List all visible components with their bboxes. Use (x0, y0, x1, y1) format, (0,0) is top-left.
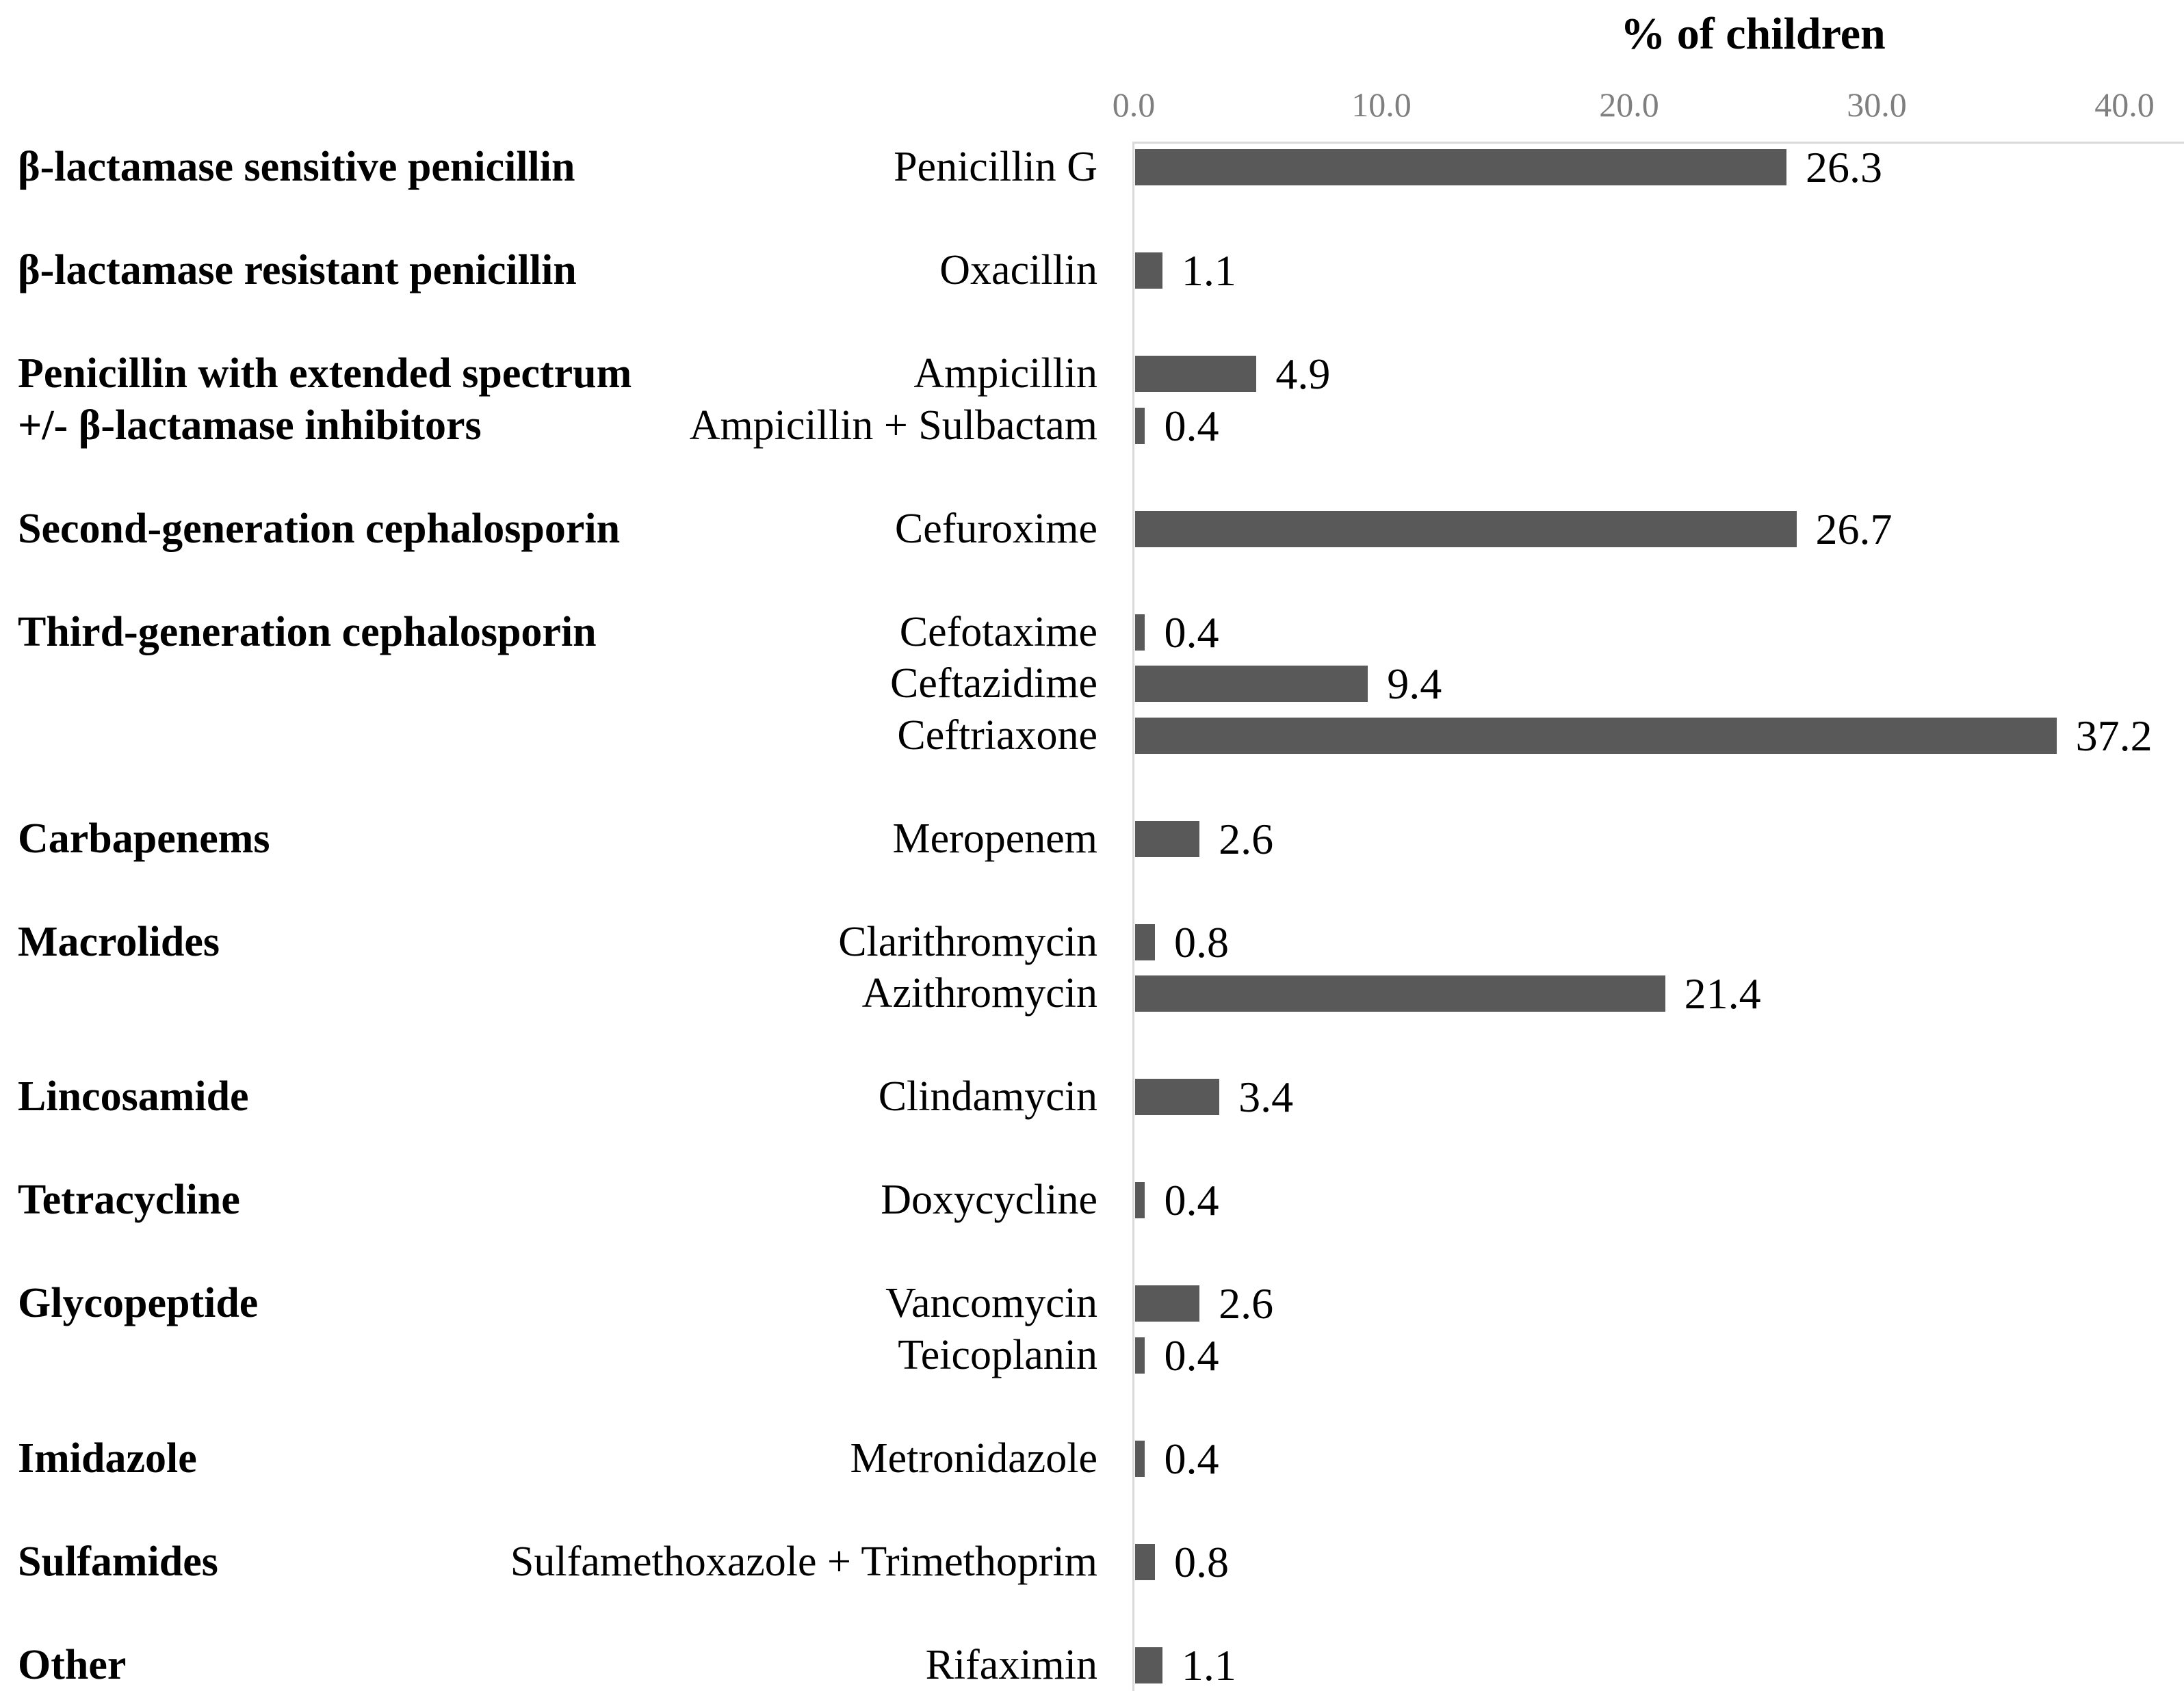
x-axis-tick-label: 20.0 (1599, 86, 1659, 124)
drug-label: Oxacillin (939, 247, 1097, 293)
group-label: Lincosamide (18, 1073, 249, 1120)
plot-top-border-line (1132, 142, 2184, 144)
bar-value-label: 4.9 (1275, 350, 1331, 398)
bar-value-label: 0.4 (1164, 1176, 1219, 1224)
drug-label: Metronidazole (850, 1434, 1097, 1482)
bar (1135, 407, 1145, 444)
group-label: β-lactamase resistant penicillin (18, 247, 577, 293)
bar (1135, 1182, 1145, 1219)
drug-label: Ampicillin + Sulbactam (689, 402, 1097, 449)
drug-label: Meropenem (892, 815, 1097, 862)
bar (1135, 1543, 1155, 1580)
bar-value-label: 1.1 (1181, 1640, 1236, 1690)
bar (1135, 356, 1257, 393)
drug-label: Clarithromycin (838, 918, 1097, 965)
drug-label: Rifaximin (925, 1641, 1097, 1688)
group-label: Second-generation cephalosporin (18, 505, 621, 552)
bar-value-label: 0.4 (1164, 401, 1219, 450)
drug-label: Penicillin G (894, 144, 1097, 190)
drug-label: Doxycycline (881, 1177, 1097, 1223)
bar-value-label: 21.4 (1684, 969, 1761, 1018)
bar-value-label: 37.2 (2075, 711, 2153, 760)
bar-value-label: 0.8 (1173, 1537, 1229, 1586)
bar-value-label: 0.8 (1173, 917, 1229, 967)
drug-label: Ceftriaxone (897, 711, 1097, 759)
bar-value-label: 2.6 (1219, 1279, 1274, 1328)
bar (1135, 666, 1368, 703)
drug-label: Ceftazidime (890, 660, 1097, 707)
group-label: Macrolides (18, 918, 220, 965)
bar (1135, 1337, 1145, 1374)
bar-value-label: 0.4 (1164, 1331, 1219, 1380)
group-label: Other (18, 1641, 127, 1688)
group-label: Penicillin with extended spectrum +/- β-… (18, 350, 632, 449)
bar (1135, 1285, 1200, 1322)
group-label: Third-generation cephalosporin (18, 608, 597, 655)
bar (1135, 252, 1162, 289)
drug-label: Clindamycin (878, 1073, 1097, 1120)
bar-value-label: 0.4 (1164, 1434, 1219, 1483)
bar (1135, 510, 1797, 547)
x-axis-tick-label: 0.0 (1112, 86, 1156, 124)
group-label: Imidazole (18, 1434, 197, 1482)
bar-value-label: 26.3 (1806, 143, 1883, 192)
bar-value-label: 2.6 (1219, 814, 1274, 863)
drug-label: Cefotaxime (899, 608, 1097, 655)
group-label: Glycopeptide (18, 1280, 259, 1326)
drug-label: Teicoplanin (898, 1331, 1097, 1378)
x-axis-tick-label: 40.0 (2094, 86, 2155, 124)
bar (1135, 1440, 1145, 1477)
bar (1135, 820, 1200, 857)
drug-label: Vancomycin (885, 1280, 1097, 1326)
bar (1135, 975, 1665, 1012)
bar (1135, 1647, 1162, 1683)
bar (1135, 923, 1155, 960)
drug-label: Ampicillin (913, 350, 1097, 397)
bar (1135, 1079, 1220, 1116)
y-axis-line (1132, 142, 1134, 1691)
bar (1135, 614, 1145, 651)
bar-value-label: 26.7 (1815, 504, 1893, 553)
group-label: Sulfamides (18, 1538, 218, 1585)
bar (1135, 717, 2057, 754)
x-axis-tick-label: 10.0 (1351, 86, 1412, 124)
bar-value-label: 9.4 (1387, 659, 1442, 708)
drug-label: Cefuroxime (894, 505, 1097, 552)
group-label: Tetracycline (18, 1177, 240, 1223)
bar-value-label: 0.4 (1164, 607, 1219, 657)
group-label: Carbapenems (18, 815, 270, 862)
chart-title: % of children (1620, 9, 1886, 59)
bar-value-label: 1.1 (1181, 246, 1236, 295)
x-axis-tick-label: 30.0 (1847, 86, 1907, 124)
bar (1135, 149, 1787, 186)
group-label: β-lactamase sensitive penicillin (18, 144, 575, 190)
drug-label: Sulfamethoxazole + Trimethoprim (510, 1538, 1097, 1585)
bar-value-label: 3.4 (1238, 1073, 1294, 1121)
drug-label: Azithromycin (861, 970, 1097, 1017)
